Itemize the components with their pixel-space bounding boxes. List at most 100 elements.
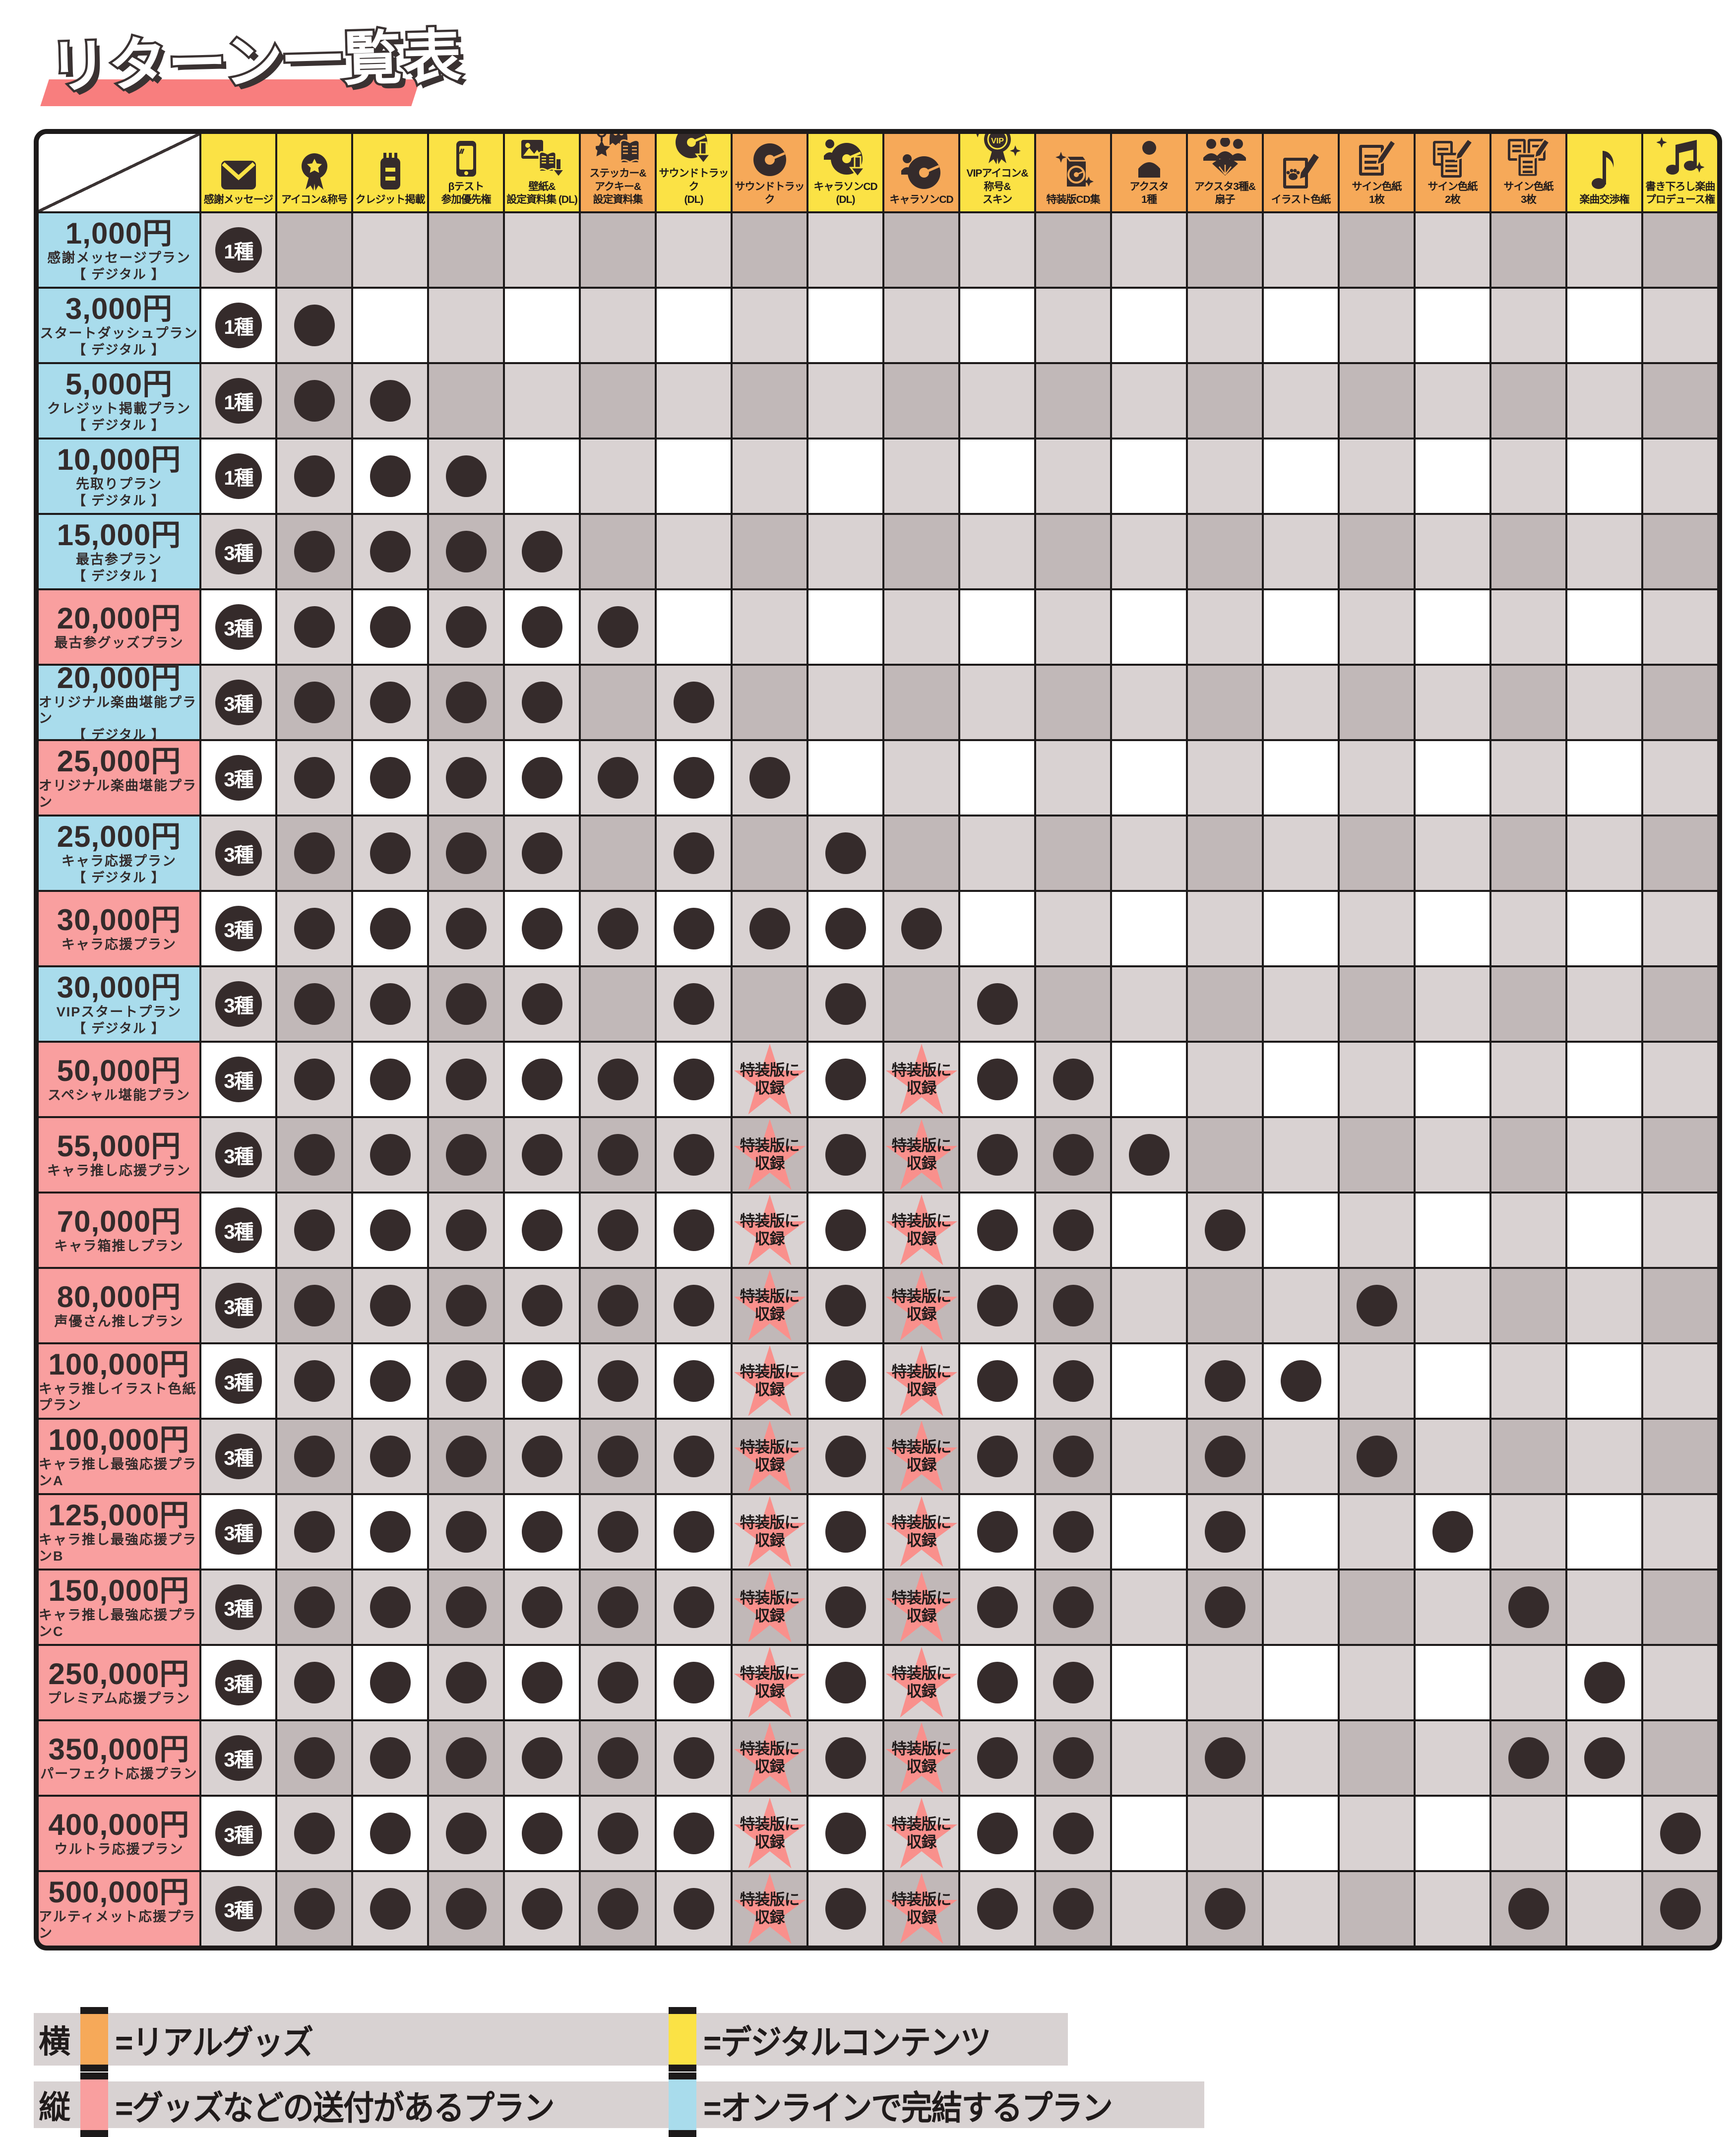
plan-row-header-6: 20,000円 最古参グッズプラン xyxy=(39,590,199,664)
matrix-cell-r23-c16 xyxy=(1340,1872,1414,1946)
included-dot xyxy=(1053,1813,1094,1854)
matrix-cell-r4-c1: 1種 xyxy=(201,440,275,513)
matrix-cell-r1-c19 xyxy=(1567,213,1641,287)
included-dot xyxy=(294,908,335,949)
matrix-cell-r19-c2 xyxy=(277,1571,351,1644)
matrix-cell-r12-c17 xyxy=(1416,1043,1489,1116)
plan-row-header-19: 150,000円 キャラ推し最強応援プランC xyxy=(39,1571,199,1644)
matrix-cell-r16-c20 xyxy=(1643,1344,1717,1418)
special-edition-note-text: 特装版に 収録 xyxy=(891,1212,952,1248)
matrix-cell-r18-c6 xyxy=(581,1495,655,1569)
cd-icon xyxy=(752,141,788,178)
plan-price: 125,000円 xyxy=(48,1499,190,1532)
matrix-cell-r20-c5 xyxy=(505,1646,579,1719)
matrix-cell-r4-c18 xyxy=(1491,440,1565,513)
included-dot xyxy=(370,1888,411,1930)
column-header-label: キャラソンCD xyxy=(889,193,953,205)
matrix-cell-r7-c19 xyxy=(1567,666,1641,739)
matrix-cell-r12-c1: 3種 xyxy=(201,1043,275,1116)
included-dot xyxy=(521,832,562,874)
matrix-cell-r1-c9 xyxy=(808,213,882,287)
matrix-cell-r3-c16 xyxy=(1340,364,1414,438)
matrix-cell-r17-c20 xyxy=(1643,1420,1717,1493)
included-dot xyxy=(597,1511,638,1553)
matrix-cell-r13-c1: 3種 xyxy=(201,1118,275,1192)
matrix-cell-r6-c16 xyxy=(1340,590,1414,664)
matrix-cell-r20-c12 xyxy=(1036,1646,1110,1719)
included-dot xyxy=(521,1662,562,1703)
legend-swatch-yellow xyxy=(669,2007,696,2072)
matrix-cell-r21-c20 xyxy=(1643,1721,1717,1795)
plan-row-header-14: 70,000円 キャラ箱推しプラン xyxy=(39,1194,199,1267)
matrix-cell-r16-c1: 3種 xyxy=(201,1344,275,1418)
matrix-cell-r6-c2 xyxy=(277,590,351,664)
medal-icon xyxy=(299,153,330,190)
special-edition-note: 特装版に 収録 xyxy=(733,1872,806,1946)
included-dot xyxy=(1660,1888,1701,1930)
included-dot xyxy=(825,908,866,949)
matrix-cell-r22-c9 xyxy=(808,1797,882,1870)
included-dot xyxy=(825,1888,866,1930)
special-edition-note-text: 特装版に 収録 xyxy=(740,1740,800,1775)
included-dot xyxy=(294,531,335,572)
special-edition-note: 特装版に 収録 xyxy=(733,1269,806,1342)
matrix-cell-r21-c6 xyxy=(581,1721,655,1795)
matrix-cell-r7-c4 xyxy=(429,666,503,739)
matrix-cell-r15-c12 xyxy=(1036,1269,1110,1342)
matrix-cell-r7-c2 xyxy=(277,666,351,739)
matrix-cell-r19-c15 xyxy=(1264,1571,1338,1644)
matrix-cell-r21-c10: 特装版に 収録 xyxy=(884,1721,958,1795)
included-dot xyxy=(977,1209,1018,1251)
matrix-cell-r16-c5 xyxy=(505,1344,579,1418)
matrix-cell-r3-c18 xyxy=(1491,364,1565,438)
matrix-cell-r1-c6 xyxy=(581,213,655,287)
matrix-cell-r8-c7 xyxy=(657,741,731,815)
included-dot xyxy=(1584,1662,1625,1703)
included-dot xyxy=(1128,1134,1170,1176)
matrix-cell-r3-c20 xyxy=(1643,364,1717,438)
matrix-cell-r9-c3 xyxy=(353,817,427,890)
matrix-cell-r22-c20 xyxy=(1643,1797,1717,1870)
included-dot xyxy=(825,1737,866,1779)
matrix-cell-r13-c11 xyxy=(960,1118,1034,1192)
matrix-cell-r8-c20 xyxy=(1643,741,1717,815)
matrix-cell-r22-c2 xyxy=(277,1797,351,1870)
plan-row-header-22: 400,000円 ウルトラ応援プラン xyxy=(39,1797,199,1870)
matrix-cell-r13-c5 xyxy=(505,1118,579,1192)
matrix-cell-r3-c11 xyxy=(960,364,1034,438)
included-dot xyxy=(445,1813,487,1854)
plan-row-header-20: 250,000円 プレミアム応援プラン xyxy=(39,1646,199,1719)
plan-row-header-3: 5,000円 クレジット掲載プラン【 デジタル 】 xyxy=(39,364,199,438)
plan-delivery-type: 【 デジタル 】 xyxy=(73,342,165,358)
matrix-cell-r13-c13 xyxy=(1112,1118,1186,1192)
included-dot xyxy=(294,682,335,723)
matrix-cell-r23-c14 xyxy=(1188,1872,1262,1946)
matrix-cell-r1-c8 xyxy=(733,213,806,287)
matrix-cell-r8-c11 xyxy=(960,741,1034,815)
wallpaper-download-icon xyxy=(521,139,563,178)
page-title: リターン一覧表 xyxy=(46,22,465,103)
matrix-cell-r4-c9 xyxy=(808,440,882,513)
plan-delivery-type: 【 デジタル 】 xyxy=(73,493,165,508)
matrix-cell-r9-c1: 3種 xyxy=(201,817,275,890)
matrix-cell-r2-c18 xyxy=(1491,289,1565,362)
matrix-cell-r6-c3 xyxy=(353,590,427,664)
matrix-cell-r6-c18 xyxy=(1491,590,1565,664)
variation-count-badge: 3種 xyxy=(215,906,262,951)
plan-name: オリジナル楽曲堪能プラン xyxy=(39,694,197,726)
included-dot xyxy=(294,757,335,799)
matrix-cell-r14-c10: 特装版に 収録 xyxy=(884,1194,958,1267)
person-cd-icon xyxy=(901,154,942,190)
matrix-cell-r11-c20 xyxy=(1643,967,1717,1041)
matrix-cell-r7-c5 xyxy=(505,666,579,739)
matrix-cell-r20-c15 xyxy=(1264,1646,1338,1719)
matrix-cell-r20-c17 xyxy=(1416,1646,1489,1719)
included-dot xyxy=(370,1737,411,1779)
matrix-cell-r19-c16 xyxy=(1340,1571,1414,1644)
matrix-cell-r14-c3 xyxy=(353,1194,427,1267)
included-dot xyxy=(597,606,638,648)
matrix-cell-r4-c5 xyxy=(505,440,579,513)
matrix-cell-r14-c17 xyxy=(1416,1194,1489,1267)
included-dot xyxy=(825,1662,866,1703)
included-dot xyxy=(370,606,411,648)
